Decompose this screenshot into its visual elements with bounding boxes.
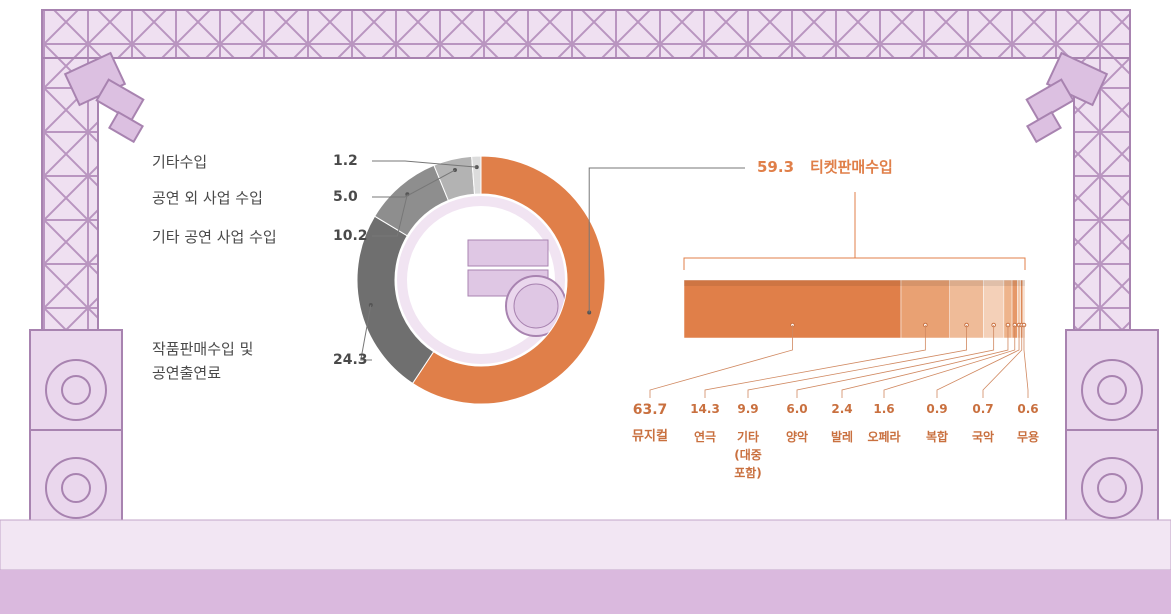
stage-front [0,570,1171,614]
value-label: 0.9 [926,402,948,416]
category-label: 오페라 [867,430,901,444]
value-label: 6.0 [786,402,808,416]
money-icon [397,196,567,364]
value-label: 63.7 [632,402,668,418]
category-label: 뮤지컬 [632,429,668,444]
value-label: 10.2 [333,228,368,244]
leader-line [360,304,372,361]
donut-slice [411,155,606,405]
leader-line [372,194,408,237]
leader-line [841,325,1009,398]
category-label: 공연 외 사업 수입 [152,189,263,207]
value-label: 59.3 [757,158,795,176]
value-label: 1.6 [873,402,895,416]
top-truss [41,9,1131,59]
category-label: 무용 [1016,430,1040,444]
leader-line [796,325,995,398]
leader-line [883,325,1016,398]
donut-slice [471,155,482,195]
leader-line [936,325,1020,398]
leader-line [747,325,967,398]
leader-line [982,325,1023,398]
leader-line [588,167,745,313]
value-label: 1.2 [333,153,358,169]
stage-top [0,519,1171,571]
category-label: 작품판매수입 및 공연출연료 [152,340,254,382]
value-label: 24.3 [333,352,368,368]
right-truss [1073,57,1131,331]
leader-line [1023,325,1029,398]
category-label: 국악 [971,430,995,444]
category-label: 복합 [925,430,949,444]
right-light [1025,51,1109,144]
value-label: 0.6 [1017,402,1039,416]
leader-line [372,169,456,198]
category-label: 발레 [830,430,854,444]
category-label: 티켓판매수입 [810,158,893,176]
bracket [683,257,1026,270]
value-label: 2.4 [831,402,853,416]
category-label: 연극 [693,430,717,444]
value-label: 5.0 [333,189,358,205]
value-label: 14.3 [690,402,720,416]
speakers [29,329,1159,531]
left-truss [41,57,99,331]
category-label: 기타 공연 사업 수입 [152,228,277,246]
category-label: 기타 (대중 포함) [734,430,762,480]
category-label: 기타수입 [152,153,208,171]
value-label: 9.9 [737,402,759,416]
category-label: 양악 [785,430,809,444]
leader-line [372,160,477,168]
value-label: 0.7 [972,402,994,416]
left-light [63,51,145,144]
leader-line [649,325,793,398]
bar-shadow [684,280,1025,286]
leader-line [704,325,926,398]
